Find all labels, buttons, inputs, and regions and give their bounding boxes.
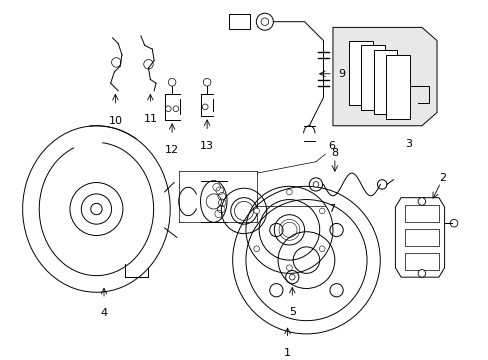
Text: 9: 9 — [338, 69, 345, 79]
Bar — [404, 205, 438, 222]
Text: 12: 12 — [165, 145, 179, 155]
Text: 1: 1 — [284, 348, 290, 358]
Polygon shape — [385, 55, 409, 119]
Polygon shape — [332, 27, 436, 126]
Text: 2: 2 — [438, 173, 446, 183]
Circle shape — [329, 224, 343, 237]
Circle shape — [91, 203, 102, 215]
Text: 10: 10 — [108, 116, 122, 126]
Circle shape — [329, 284, 343, 297]
Text: 13: 13 — [200, 141, 214, 151]
Circle shape — [286, 189, 292, 195]
Text: 11: 11 — [143, 114, 157, 125]
Text: 6: 6 — [327, 141, 335, 151]
Circle shape — [312, 181, 318, 187]
Text: 7: 7 — [327, 204, 335, 214]
Bar — [228, 14, 249, 29]
Text: 3: 3 — [405, 139, 411, 149]
Circle shape — [293, 247, 319, 273]
Circle shape — [417, 270, 425, 277]
Circle shape — [289, 274, 295, 280]
Circle shape — [319, 208, 325, 214]
Circle shape — [286, 265, 292, 270]
Circle shape — [253, 208, 259, 214]
Text: 5: 5 — [288, 307, 295, 318]
Circle shape — [253, 246, 259, 252]
Circle shape — [269, 284, 283, 297]
Polygon shape — [348, 41, 372, 105]
Text: 4: 4 — [100, 309, 107, 318]
Bar — [404, 229, 438, 246]
Circle shape — [319, 246, 325, 252]
Polygon shape — [361, 45, 384, 110]
Text: 8: 8 — [330, 148, 338, 158]
Circle shape — [269, 224, 283, 237]
Circle shape — [417, 198, 425, 205]
Bar — [404, 253, 438, 270]
Polygon shape — [373, 50, 396, 114]
